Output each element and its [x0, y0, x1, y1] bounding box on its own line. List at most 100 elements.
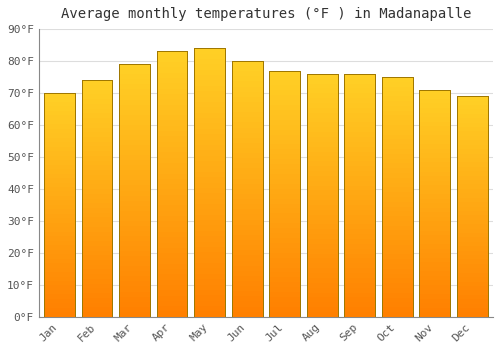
Bar [420, 312, 450, 317]
Bar [270, 100, 300, 105]
Bar [194, 220, 225, 225]
Bar [82, 270, 112, 274]
Bar [344, 142, 375, 147]
Bar [82, 194, 112, 198]
Bar [382, 216, 412, 221]
Bar [44, 294, 75, 299]
Bar [82, 189, 112, 194]
Bar [457, 105, 488, 110]
Bar [307, 195, 338, 200]
Bar [382, 288, 412, 293]
Bar [382, 192, 412, 197]
Bar [82, 94, 112, 99]
Bar [382, 269, 412, 274]
Bar [194, 193, 225, 199]
Bar [270, 164, 300, 169]
Bar [156, 306, 188, 312]
Bar [420, 131, 450, 135]
Bar [382, 187, 412, 192]
Bar [270, 258, 300, 262]
Bar [232, 174, 262, 179]
Bar [270, 125, 300, 130]
Bar [44, 178, 75, 182]
Bar [156, 57, 188, 62]
Bar [344, 79, 375, 84]
Bar [344, 195, 375, 200]
Bar [420, 90, 450, 317]
Bar [44, 147, 75, 151]
Bar [194, 70, 225, 75]
Bar [307, 74, 338, 317]
Bar [194, 64, 225, 70]
Bar [382, 259, 412, 264]
Bar [232, 215, 262, 219]
Bar [307, 263, 338, 268]
Bar [457, 167, 488, 171]
Bar [82, 251, 112, 255]
Bar [344, 166, 375, 171]
Bar [119, 271, 150, 276]
Bar [44, 111, 75, 116]
Bar [420, 222, 450, 226]
Bar [307, 137, 338, 142]
Bar [194, 113, 225, 118]
Bar [307, 190, 338, 195]
Bar [420, 194, 450, 199]
Bar [194, 150, 225, 156]
Bar [119, 236, 150, 241]
Bar [270, 223, 300, 228]
Bar [82, 118, 112, 123]
Bar [156, 131, 188, 136]
Bar [44, 259, 75, 263]
Bar [270, 120, 300, 125]
Bar [457, 206, 488, 211]
Bar [420, 299, 450, 303]
Bar [457, 237, 488, 242]
Bar [382, 134, 412, 139]
Bar [82, 293, 112, 298]
Bar [232, 291, 262, 296]
Bar [344, 171, 375, 176]
Bar [44, 133, 75, 138]
Bar [232, 296, 262, 301]
Bar [44, 209, 75, 214]
Bar [232, 230, 262, 235]
Bar [307, 181, 338, 186]
Bar [232, 86, 262, 92]
Bar [232, 158, 262, 163]
Bar [82, 184, 112, 189]
Bar [457, 290, 488, 295]
Bar [344, 273, 375, 278]
Bar [44, 299, 75, 303]
Bar [270, 159, 300, 164]
Bar [382, 274, 412, 279]
Bar [420, 144, 450, 149]
Bar [420, 303, 450, 308]
Bar [382, 235, 412, 240]
Bar [420, 226, 450, 231]
Bar [382, 206, 412, 211]
Bar [82, 123, 112, 127]
Bar [382, 101, 412, 106]
Bar [420, 208, 450, 212]
Bar [82, 180, 112, 184]
Bar [194, 80, 225, 86]
Bar [194, 182, 225, 188]
Bar [156, 200, 188, 205]
Bar [457, 303, 488, 308]
Bar [232, 107, 262, 112]
Bar [44, 164, 75, 169]
Bar [44, 232, 75, 236]
Bar [232, 127, 262, 133]
Bar [232, 66, 262, 71]
Bar [420, 249, 450, 253]
Bar [156, 110, 188, 115]
Bar [232, 219, 262, 225]
Bar [119, 125, 150, 130]
Bar [156, 83, 188, 89]
Bar [270, 154, 300, 159]
Bar [270, 307, 300, 312]
Bar [232, 168, 262, 174]
Bar [232, 138, 262, 143]
Bar [307, 224, 338, 229]
